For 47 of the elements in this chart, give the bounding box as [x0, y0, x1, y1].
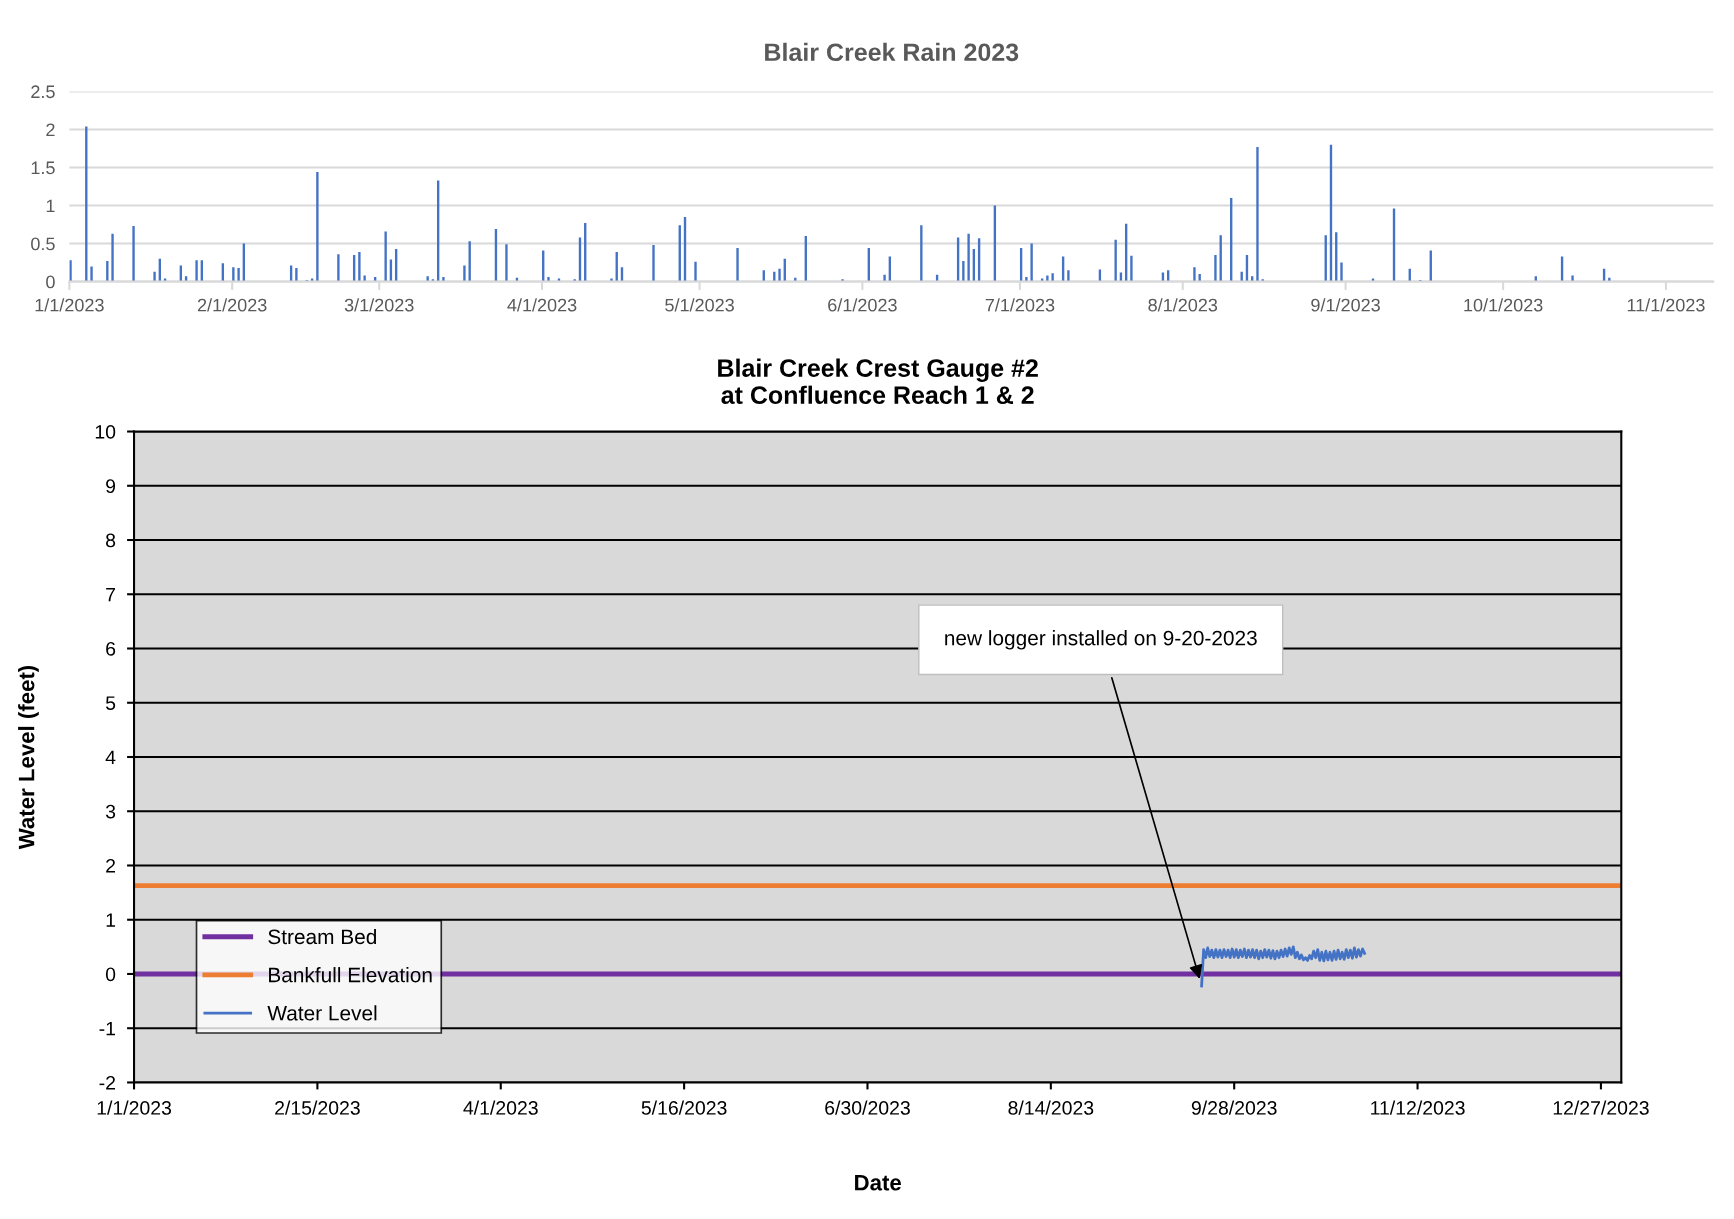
- x-tick-label: 9/1/2023: [1311, 298, 1380, 312]
- y-tick-label: 7: [106, 587, 116, 602]
- x-axis-title: Date: [855, 1175, 901, 1191]
- y-tick-label: 8: [106, 533, 116, 548]
- x-tick-label: 7/1/2023: [985, 298, 1055, 312]
- x-tick-label: 6/30/2023: [825, 1100, 910, 1115]
- y-tick-label: 10: [95, 424, 116, 439]
- x-tick-label: 4/1/2023: [463, 1100, 538, 1115]
- x-tick-label: 2/15/2023: [275, 1100, 360, 1115]
- y-tick-label: 0: [46, 275, 55, 289]
- x-tick-label: 10/1/2023: [1464, 298, 1543, 312]
- y-tick-label: 0.5: [31, 237, 55, 251]
- y-tick-label: 9: [106, 479, 116, 494]
- y-tick-label: 2.5: [31, 85, 55, 99]
- x-tick-label: 6/1/2023: [828, 298, 897, 312]
- y-tick-label: 6: [106, 641, 116, 656]
- y-tick-label: 0: [105, 967, 116, 982]
- legend-label: Water Level: [267, 1005, 377, 1021]
- x-tick-label: 4/1/2023: [507, 298, 577, 312]
- x-tick-label: 1/1/2023: [35, 298, 104, 312]
- y-tick-label: 2: [106, 858, 116, 873]
- y-tick-label: 1: [106, 913, 116, 927]
- x-tick-label: 8/14/2023: [1008, 1100, 1094, 1115]
- legend-label: Bankfull Elevation: [269, 967, 432, 983]
- y-tick-label: -1: [99, 1021, 116, 1036]
- x-tick-label: 11/1/2023: [1627, 298, 1705, 312]
- y-tick-label: -2: [99, 1075, 116, 1090]
- annotation: new logger installed on 9-20-2023: [945, 630, 1257, 650]
- x-tick-label: 5/1/2023: [665, 298, 734, 312]
- y-tick-label: 1: [46, 199, 55, 213]
- x-tick-label: 8/1/2023: [1148, 298, 1218, 312]
- chart-title: Blair Creek Crest Gauge #2 at Confluence Reach 1 & 2: [718, 358, 1038, 404]
- chart-title: Blair Creek Rain 2023: [765, 42, 1019, 62]
- x-tick-label: 12/27/2023: [1553, 1100, 1649, 1115]
- y-tick-label: 3: [105, 804, 116, 819]
- y-tick-label: 5: [105, 696, 116, 710]
- x-tick-label: 5/16/2023: [641, 1100, 727, 1115]
- y-tick-label: 1.5: [31, 161, 55, 175]
- x-tick-label: 2/1/2023: [197, 298, 267, 312]
- legend-label: Stream Bed: [268, 928, 377, 945]
- x-tick-label: 1/1/2023: [97, 1100, 172, 1115]
- x-tick-label: 9/28/2023: [1191, 1100, 1277, 1115]
- y-tick-label: 2: [46, 123, 55, 136]
- y-axis-title: Water Level (feet): [18, 665, 39, 850]
- x-tick-label: 3/1/2023: [344, 298, 414, 312]
- y-tick-label: 4: [105, 750, 116, 765]
- x-tick-label: 11/12/2023: [1371, 1100, 1465, 1115]
